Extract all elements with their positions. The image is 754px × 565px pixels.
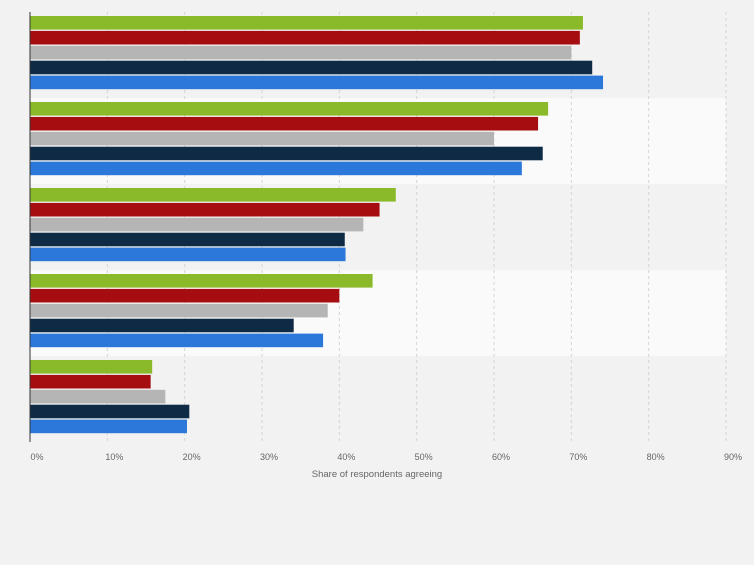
x-tick-label: 80% [647, 452, 665, 462]
x-tick-label: 10% [105, 452, 123, 462]
x-axis-ticks: 0% 10% 20% 30% 40% 50% 60% 70% 80% 90% [30, 452, 742, 462]
bar [30, 16, 583, 30]
x-tick-label: 30% [260, 452, 278, 462]
bar [30, 75, 604, 90]
bar [30, 60, 593, 75]
x-tick-label: 50% [415, 452, 433, 462]
x-tick-label: 40% [337, 452, 355, 462]
bar [30, 146, 543, 161]
bar [30, 404, 190, 419]
bar [30, 303, 328, 318]
x-tick-label: 70% [569, 452, 587, 462]
bar [30, 131, 494, 146]
bar [30, 274, 373, 288]
bar [30, 188, 396, 202]
bar [30, 360, 153, 374]
x-tick-label: 90% [724, 452, 742, 462]
bar [30, 389, 166, 404]
x-tick-label: 20% [183, 452, 201, 462]
x-tick-label: 60% [492, 452, 510, 462]
bar [30, 374, 151, 389]
x-axis-label: Share of respondents agreeing [312, 469, 442, 480]
bar [30, 419, 187, 434]
x-tick-label: 0% [30, 452, 43, 462]
bar [30, 45, 572, 60]
bar [30, 102, 549, 116]
bar [30, 318, 294, 333]
bar [30, 288, 340, 303]
bar [30, 116, 539, 131]
bar [30, 202, 380, 217]
bar [30, 232, 345, 247]
bar [30, 30, 580, 45]
bar [30, 217, 364, 232]
bar [30, 333, 324, 348]
bars [30, 16, 604, 434]
bar [30, 247, 346, 262]
bar [30, 161, 522, 176]
